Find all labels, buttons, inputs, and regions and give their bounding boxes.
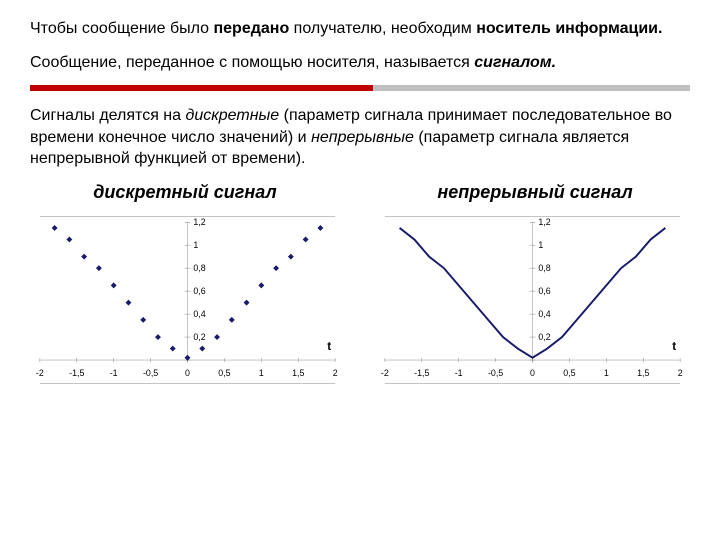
discrete-svg: 0,2 0,4 0,6 0,8 1 1,2 -2 -1,5 -1 -0,5 0 0,5 1 1,5 2 t: [30, 209, 345, 389]
svg-text:t: t: [672, 339, 676, 353]
svg-text:-1,5: -1,5: [69, 368, 84, 378]
svg-text:-1: -1: [455, 368, 463, 378]
svg-text:1: 1: [538, 240, 543, 250]
continuous-chart: 0,2 0,4 0,6 0,8 1 1,2 -2 -1,5 -1 -0,5 0 0,5 1 1,5 2 t: [375, 209, 690, 389]
svg-text:-2: -2: [381, 368, 389, 378]
svg-text:1,2: 1,2: [538, 217, 550, 227]
svg-text:2: 2: [678, 368, 683, 378]
svg-text:0,8: 0,8: [193, 263, 205, 273]
continuous-svg: 0,2 0,4 0,6 0,8 1 1,2 -2 -1,5 -1 -0,5 0 0,5 1 1,5 2 t: [375, 209, 690, 389]
svg-text:1: 1: [259, 368, 264, 378]
divider-red: [30, 85, 373, 91]
paragraph-2: Сообщение, переданное с помощью носителя…: [30, 52, 690, 74]
bold-text: носитель информации.: [476, 20, 662, 37]
paragraph-1: Чтобы сообщение было передано получателю…: [30, 18, 690, 40]
svg-text:-1: -1: [110, 368, 118, 378]
discrete-chart: 0,2 0,4 0,6 0,8 1 1,2 -2 -1,5 -1 -0,5 0 0,5 1 1,5 2 t: [30, 209, 345, 389]
italic-bold-text: сигналом.: [474, 54, 556, 71]
text: получателю, необходим: [289, 20, 476, 37]
italic-text: непрерывные: [311, 129, 414, 146]
svg-text:1,5: 1,5: [637, 368, 649, 378]
text: Чтобы сообщение было: [30, 20, 213, 37]
paragraph-3: Сигналы делятся на дискретные (параметр …: [30, 105, 690, 170]
svg-text:0,5: 0,5: [218, 368, 230, 378]
svg-text:0: 0: [185, 368, 190, 378]
divider-gray: [373, 85, 690, 91]
svg-text:0,6: 0,6: [193, 286, 205, 296]
svg-text:0,4: 0,4: [193, 309, 205, 319]
svg-text:0,5: 0,5: [563, 368, 575, 378]
continuous-chart-title: непрерывный сигнал: [380, 182, 690, 203]
svg-text:1: 1: [193, 240, 198, 250]
svg-text:0,4: 0,4: [538, 309, 550, 319]
chart-titles-row: дискретный сигнал непрерывный сигнал: [30, 182, 690, 203]
svg-text:1: 1: [604, 368, 609, 378]
svg-text:0: 0: [530, 368, 535, 378]
svg-text:1,2: 1,2: [193, 217, 205, 227]
svg-text:0,6: 0,6: [538, 286, 550, 296]
svg-text:-2: -2: [36, 368, 44, 378]
discrete-chart-title: дискретный сигнал: [30, 182, 340, 203]
bold-text: передано: [213, 20, 289, 37]
svg-text:0,2: 0,2: [193, 332, 205, 342]
svg-text:1,5: 1,5: [292, 368, 304, 378]
svg-text:-0,5: -0,5: [143, 368, 158, 378]
svg-text:t: t: [327, 339, 331, 353]
svg-text:0,8: 0,8: [538, 263, 550, 273]
svg-text:-1,5: -1,5: [414, 368, 429, 378]
text: Сообщение, переданное с помощью носителя…: [30, 54, 474, 71]
svg-text:2: 2: [333, 368, 338, 378]
divider: [30, 85, 690, 91]
svg-text:0,2: 0,2: [538, 332, 550, 342]
charts-row: 0,2 0,4 0,6 0,8 1 1,2 -2 -1,5 -1 -0,5 0 0,5 1 1,5 2 t 0…: [30, 209, 690, 389]
italic-text: дискретные: [185, 107, 279, 124]
text: Сигналы делятся на: [30, 107, 185, 124]
svg-text:-0,5: -0,5: [488, 368, 503, 378]
